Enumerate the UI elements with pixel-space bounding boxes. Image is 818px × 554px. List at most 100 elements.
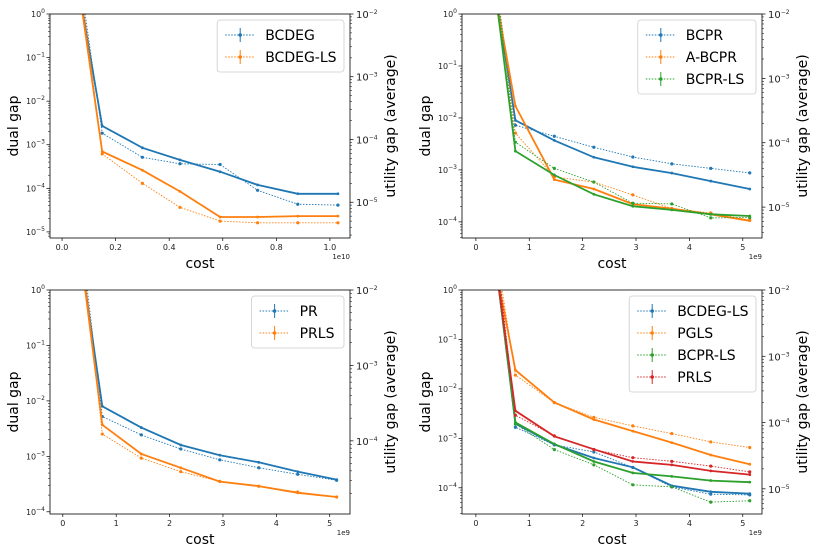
series-PGLS-utility-gap-point	[670, 432, 674, 436]
y-axis-label: dual gap	[6, 95, 22, 156]
series-BCPR-LS-dual-gap-point	[552, 442, 556, 446]
series-BCDEG-LS-utility-gap-point	[336, 221, 340, 225]
tick-base: 10	[31, 286, 41, 295]
legend-frame	[216, 19, 345, 73]
series-BCDEG-LS-dual-gap-point	[178, 189, 182, 193]
tick-base: 10	[356, 198, 369, 209]
series-BCPR-LS-dual-gap-point	[592, 192, 596, 196]
legend-label: PGLS	[677, 326, 713, 342]
series-BCDEG-LS-dual-gap-point	[592, 456, 596, 460]
series-BCDEG-LS-utility-gap-point	[513, 425, 517, 429]
x-tick-label: 5	[740, 519, 745, 528]
x-tick-label: 1	[527, 243, 532, 252]
series-BCDEG-LS-utility-gap-line	[84, 14, 338, 224]
series-PGLS-utility-gap-point	[513, 373, 517, 377]
series-BCPR-LS-utility-gap-point	[748, 499, 752, 503]
tick-base: 10	[31, 10, 41, 19]
y-tick-label: 10−3	[438, 164, 457, 175]
x-tick-label: 5	[740, 243, 745, 252]
series-PGLS-utility-gap-point	[748, 445, 752, 450]
y2-tick-label: 10−4	[356, 436, 378, 448]
tick-base: 10	[438, 335, 448, 344]
series-BCDEG-LS-dual-gap-point	[748, 492, 752, 496]
tick-exponent: −2	[369, 285, 378, 292]
x-tick-label: 3	[633, 243, 638, 252]
x-axis-label: cost	[185, 532, 215, 548]
series-BCPR-dual-gap-point	[631, 165, 635, 169]
series-BCPR-LS-dual-gap-point	[748, 214, 752, 218]
plot-area	[81, 14, 340, 225]
series-PRLS-dual-gap-line	[84, 290, 337, 498]
legend-item: PRLS	[259, 326, 335, 342]
tick-exponent: −3	[781, 351, 790, 358]
series-BCDEG-dual-gap-point	[178, 158, 182, 162]
series-A-BCPR-dual-gap-point	[748, 219, 752, 223]
series-PGLS-utility-gap-point	[496, 257, 499, 260]
legend-marker	[650, 309, 654, 313]
axes-frame	[49, 13, 351, 239]
tick-exponent: −2	[36, 95, 45, 102]
legend-marker	[650, 353, 654, 357]
series-BCDEG-LS-dual-gap-point	[141, 168, 144, 172]
series-PRLS-utility-gap-point	[709, 464, 713, 468]
x-tick-label: 0	[60, 519, 65, 528]
series-PRLS-utility-gap-point	[670, 459, 674, 463]
series-PR-utility-gap-point	[257, 466, 261, 470]
x-axis-label: cost	[597, 256, 627, 272]
series-PRLS-utility-gap-point	[100, 432, 104, 436]
series-PR-dual-gap-point	[139, 426, 143, 429]
y-tick-label: 100	[443, 8, 457, 19]
series-PGLS-utility-gap-point	[709, 440, 713, 444]
legend: BCPR A-BCPR BCPR-LS	[637, 19, 757, 95]
y-tick-label: 10−4	[438, 216, 457, 227]
legend-item: BCPR-LS	[645, 72, 744, 88]
tick-base: 10	[768, 286, 781, 297]
x-tick-label: 0.6	[216, 243, 229, 252]
series-PR-utility-gap-point	[179, 447, 183, 451]
series-BCPR-LS-utility-gap-point	[670, 202, 674, 206]
y-tick-label: 10−2	[438, 383, 457, 394]
series-BCPR-LS-dual-gap-point	[670, 208, 674, 212]
series-BCDEG-LS-dual-gap-point	[496, 274, 499, 277]
series-BCPR-LS-utility-gap-point	[592, 463, 596, 467]
series-BCPR-dual-gap-point	[748, 187, 752, 191]
series-PGLS-dual-gap-point	[513, 368, 517, 372]
series-BCDEG-utility-gap-point	[218, 162, 222, 167]
series-BCPR-utility-gap-point	[748, 171, 752, 175]
tick-exponent: −4	[781, 138, 790, 145]
series-BCDEG-LS-utility-gap-point	[496, 257, 499, 260]
legend-item: BCPR-LS	[637, 348, 736, 364]
tick-exponent: −4	[369, 134, 378, 141]
x-offset-label: 1e9	[337, 529, 350, 537]
series-BCDEG-LS-utility-gap-point	[296, 221, 300, 225]
series-PRLS-utility-gap-line	[500, 290, 750, 473]
series-BCPR-LS-dual-gap-point	[552, 173, 556, 177]
series-BCDEG-dual-gap-point	[141, 146, 144, 150]
y-tick-label: 10−4	[438, 482, 457, 493]
y-tick-label: 10−1	[26, 52, 45, 63]
series-BCPR-utility-gap-point	[631, 155, 635, 159]
series-PGLS-dual-gap-point	[552, 401, 556, 404]
x-tick-label: 4	[274, 519, 279, 528]
series-BCPR-LS-utility-gap-point	[631, 483, 635, 487]
x-tick-label: 0	[473, 519, 478, 528]
series-PR-dual-gap-point	[218, 453, 222, 457]
legend: PR PRLS	[251, 295, 345, 349]
subplot-2: 0 1 2 3 4 51e910010−110−210−310−410−210−310−4…	[418, 8, 811, 272]
legend-label: PRLS	[677, 370, 712, 386]
y2-tick-label: 10−2	[768, 9, 790, 21]
axes-frame	[461, 289, 763, 515]
legend-marker	[650, 375, 654, 379]
series-PGLS-dual-gap-point	[592, 418, 596, 421]
series-BCPR-utility-gap-line	[499, 14, 750, 174]
series-PGLS-utility-gap-point	[592, 415, 596, 419]
tick-exponent: −1	[36, 52, 45, 59]
x-tick-label: 1	[114, 519, 119, 528]
legend-frame	[637, 19, 757, 95]
y-tick-label: 10−1	[438, 333, 457, 344]
legend-label: PR	[300, 304, 318, 320]
x-axis-label: cost	[597, 532, 627, 548]
series-BCPR-dual-gap-line	[497, 14, 750, 190]
x-tick-label: 4	[687, 519, 692, 528]
series-BCPR-dual-gap-point	[670, 171, 674, 175]
